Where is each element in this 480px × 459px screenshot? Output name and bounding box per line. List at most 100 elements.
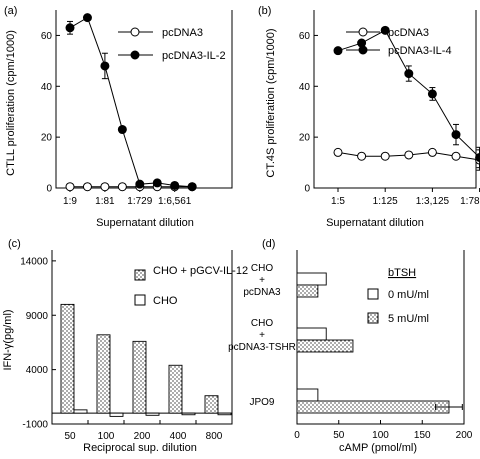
- panel-c-chart: (c) IFN-γ(pg/ml) Reciprocal sup. dilutio…: [2, 238, 248, 454]
- panel-b-open-point: [333, 147, 343, 157]
- panel-a-open-point: [100, 182, 110, 192]
- panel-b-filled-point: [380, 25, 390, 35]
- panel-b-label: (b): [258, 5, 271, 17]
- panel-c-bar-cho: [217, 412, 232, 416]
- panel-a-filled-point: [100, 61, 110, 71]
- panel-b-x-tick-label: 1:78,125: [460, 196, 480, 207]
- panel-b-y-tick-label: 40: [299, 82, 311, 93]
- panel-c-y-tick-label: 4000: [26, 365, 49, 376]
- panel-a-legend-label-1: pcDNA3: [162, 27, 203, 39]
- panel-b-legend-label-1: pcDNA3: [388, 27, 429, 39]
- panel-b-y-axis-label: CT.4S proliferation (cpm/1000): [265, 28, 277, 177]
- panel-c-y-tick-label: -1000: [22, 420, 48, 431]
- panel-c-x-tick-label: 50: [64, 431, 76, 442]
- panel-c-label: (c): [8, 238, 21, 250]
- panel-d-bar-basal: [296, 388, 319, 402]
- panel-a-filled-point: [135, 179, 145, 189]
- panel-d-legend-label-2: 5 mU/ml: [388, 313, 429, 325]
- panel-b-filled-point: [427, 89, 437, 99]
- panel-d-x-tick-label: 150: [414, 430, 431, 441]
- panel-a-chart: (a) CTLL proliferation (cpm/1000) Supern…: [4, 5, 233, 229]
- panel-b-x-tick-label: 1:3,125: [416, 196, 450, 207]
- panel-d-bar-basal: [296, 272, 327, 286]
- panel-d-legend-title: bTSH: [388, 267, 416, 279]
- panel-a-label: (a): [4, 5, 17, 17]
- panel-b-chart: (b) CT.4S proliferation (cpm/1000) Super…: [258, 5, 480, 229]
- panel-b-legend-marker-1: [358, 27, 368, 37]
- panel-d-legend-label-1: 0 mU/ml: [388, 289, 429, 301]
- panel-a-filled-point: [65, 23, 75, 33]
- panel-b-filled-point: [357, 38, 367, 48]
- panel-c-bar-il12: [132, 340, 147, 414]
- panel-d-x-tick-label: 0: [294, 430, 300, 441]
- panel-d-category-label: CHO + pcDNA3-TSHR: [228, 318, 296, 353]
- panel-a-open-point: [65, 182, 75, 192]
- panel-a-legend: pcDNA3 pcDNA3-IL-2: [118, 27, 226, 62]
- panel-d-label: (d): [262, 238, 275, 250]
- panel-c-legend: CHO + pGCV-IL-12 CHO: [134, 265, 248, 307]
- panel-a-filled-point: [117, 125, 127, 135]
- panel-d-legend: bTSH 0 mU/ml 5 mU/ml: [367, 267, 429, 325]
- panel-a-y-tick-label: 40: [41, 82, 53, 93]
- panel-c-bar-cho: [73, 409, 88, 414]
- panel-a-y-tick-label: 0: [46, 184, 52, 195]
- panel-b-open-point: [357, 151, 367, 161]
- panel-c-y-tick-label: 14000: [20, 256, 48, 267]
- panel-a-y-tick-label: 60: [41, 31, 53, 42]
- panel-a-x-tick-label: 1:6,561: [158, 196, 192, 207]
- panel-c-x-tick-label: 200: [134, 431, 151, 442]
- panel-d-category-label: CHO + pcDNA3: [243, 263, 281, 298]
- panel-a-legend-label-2: pcDNA3-IL-2: [162, 50, 226, 62]
- panel-b-x-tick-label: 1:125: [373, 196, 398, 207]
- panel-c-bar-il12: [60, 303, 75, 414]
- panel-b-filled-point: [475, 152, 480, 162]
- panel-b-filled-point: [451, 130, 461, 140]
- panel-a-filled-point: [152, 178, 162, 188]
- panel-d-x-tick-label: 50: [333, 430, 345, 441]
- panel-a-filled-point: [170, 180, 180, 190]
- panel-c-axes-frame: [51, 250, 233, 425]
- panel-d-bar-stimulated: [296, 339, 354, 353]
- panel-c-legend-swatch-1: [134, 269, 146, 281]
- panel-b-filled-point: [404, 69, 414, 79]
- panel-d-bar-basal: [296, 327, 327, 341]
- panel-d-x-tick-label: 200: [456, 430, 473, 441]
- panel-a-legend-marker-1: [130, 27, 140, 37]
- panel-a-axes-frame: [55, 10, 233, 189]
- panel-a-filled-point: [187, 182, 197, 192]
- panel-b-x-tick-label: 1:5: [331, 196, 345, 207]
- panel-c-bar-cho: [145, 412, 160, 416]
- panel-d-legend-swatch-1: [367, 288, 379, 300]
- panel-c-x-tick-label: 100: [98, 431, 115, 442]
- panel-a-x-tick-label: 1:9: [63, 196, 77, 207]
- panel-c-bar-cho: [181, 412, 196, 416]
- panel-a-legend-marker-2: [130, 50, 140, 60]
- panel-c-legend-label-1: CHO + pGCV-IL-12: [153, 265, 248, 277]
- panel-d-category-label: JPO9: [249, 397, 274, 408]
- panel-b-y-tick-label: 60: [299, 31, 311, 42]
- panel-c-y-tick-label: 9000: [26, 311, 49, 322]
- panel-b-legend: pcDNA3 pcDNA3-IL-4: [346, 27, 452, 57]
- panel-b-open-point: [451, 151, 461, 161]
- panel-c-legend-label-2: CHO: [153, 295, 178, 307]
- panel-b-x-axis-label: Supernatant dilution: [326, 217, 424, 229]
- panel-a-filled-point: [82, 13, 92, 23]
- panel-c-bar-il12: [204, 395, 219, 414]
- panel-c-bar-il12: [96, 334, 111, 414]
- panel-c-bar-il12: [168, 364, 183, 414]
- panel-a-y-axis-label: CTLL proliferation (cpm/1000): [5, 30, 17, 176]
- panel-b-y-tick-label: 20: [299, 133, 311, 144]
- panel-c-x-tick-label: 400: [170, 431, 187, 442]
- panel-d-x-axis-label: cAMP (pmol/ml): [339, 442, 417, 454]
- panel-a-y-tick-label: 20: [41, 133, 53, 144]
- panel-d-x-tick-label: 100: [372, 430, 389, 441]
- panel-b-legend-label-2: pcDNA3-IL-4: [388, 45, 452, 57]
- panel-a-open-point: [82, 182, 92, 192]
- panel-b-open-point: [404, 150, 414, 160]
- panel-d-chart: (d) cAMP (pmol/ml) bTSH 0 mU/ml 5 mU/ml …: [228, 238, 473, 454]
- panel-d-bar-stimulated: [296, 284, 319, 298]
- panel-a-x-tick-label: 1:81: [95, 196, 115, 207]
- panel-a-x-tick-label: 1:729: [127, 196, 152, 207]
- panel-a-series-line-2: [69, 16, 193, 188]
